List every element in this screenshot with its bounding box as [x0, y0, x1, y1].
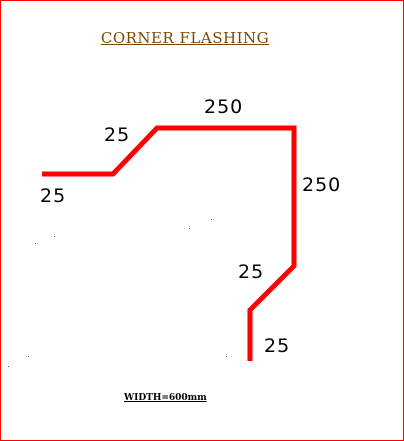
diagram-title: CORNER FLASHING	[100, 29, 270, 47]
speck	[226, 356, 227, 357]
flashing-profile-line	[42, 125, 297, 361]
dim-right: 250	[302, 174, 341, 196]
dim-bottom-leg: 25	[264, 335, 290, 357]
speck	[35, 243, 36, 244]
speck	[8, 366, 9, 367]
dim-left-slope: 25	[104, 124, 130, 146]
speck	[28, 356, 29, 357]
speck	[54, 236, 55, 237]
width-note: WIDTH=600mm	[124, 393, 207, 403]
dim-top: 250	[204, 96, 243, 118]
speck	[211, 219, 212, 220]
dim-lower-slope: 25	[238, 261, 264, 283]
dim-left-flat: 25	[40, 185, 66, 207]
speck	[189, 228, 190, 229]
